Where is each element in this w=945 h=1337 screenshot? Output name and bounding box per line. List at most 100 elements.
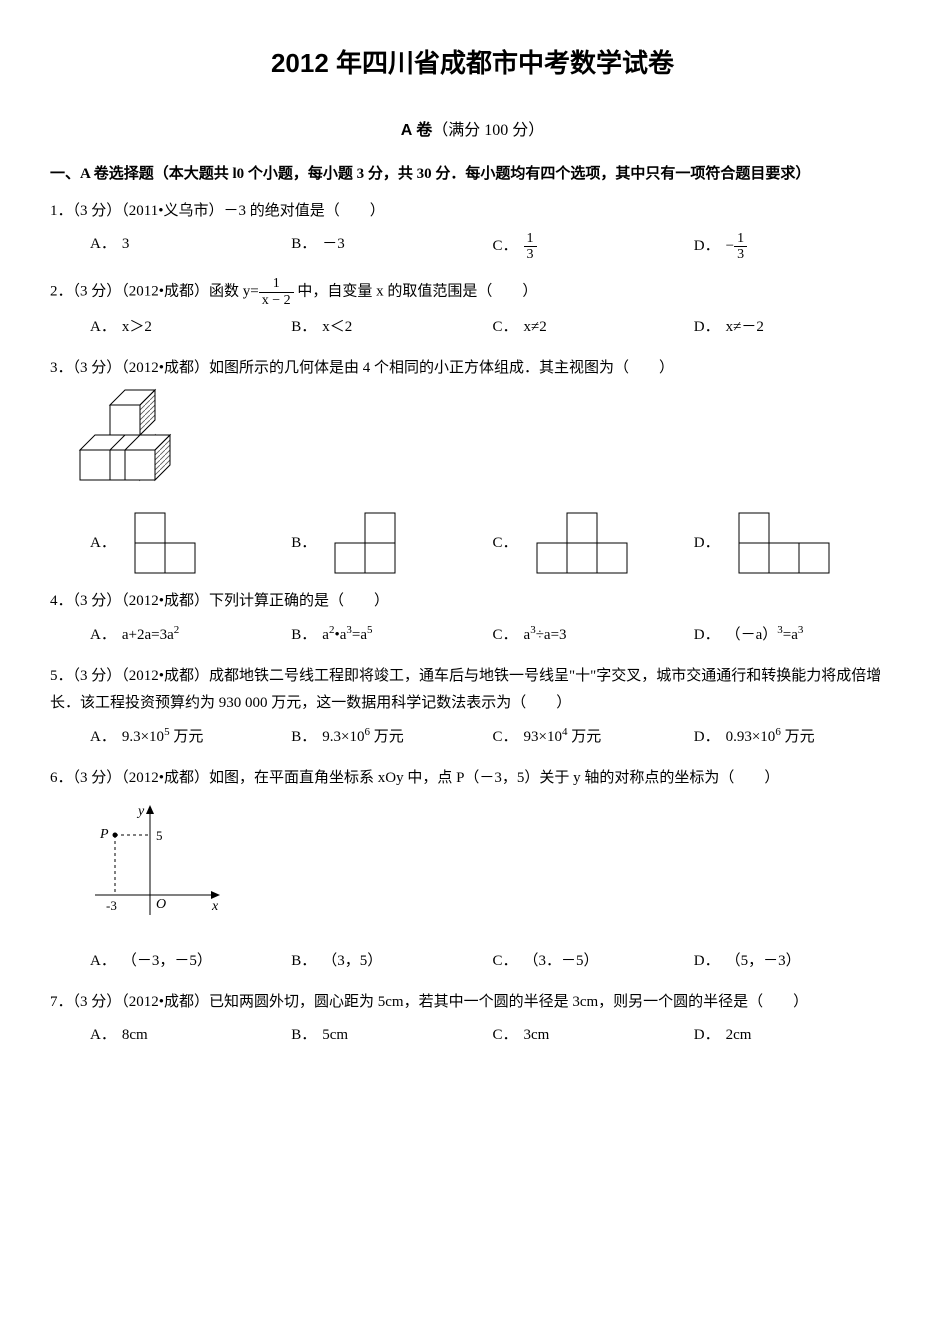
q6-D-text: （5，－3） [726, 948, 801, 975]
opt-label-C: C． [493, 622, 518, 649]
q3-cube-figure [80, 390, 895, 500]
q2-opt-C[interactable]: C． x≠2 [493, 314, 694, 341]
question-3-options: A． B． C． D． [90, 508, 895, 578]
q2-C-text: x≠2 [524, 314, 547, 341]
opt-label-C: C． [493, 724, 518, 751]
opt-label-B: B． [291, 1022, 316, 1049]
question-1-options: A．3 B．－3 C． 13 D． −13 [90, 231, 895, 263]
shape-C-icon [532, 508, 632, 578]
q2-A-text: x＞2 [122, 314, 152, 341]
q1-opt-B[interactable]: B．－3 [291, 231, 492, 258]
question-2: 2．（3 分）（2012•成都）函数 y=1x − 2 中，自变量 x 的取值范… [50, 276, 895, 308]
opt-label-A: A． [90, 314, 116, 341]
q6-opt-C[interactable]: C．（3．－5） [493, 948, 694, 975]
q2-opt-D[interactable]: D．x≠－2 [694, 314, 895, 341]
q3-opt-A[interactable]: A． [90, 508, 291, 578]
opt-label-B: B． [291, 724, 316, 751]
q6-opt-D[interactable]: D．（5，－3） [694, 948, 895, 975]
opt-label-C: C． [493, 948, 518, 975]
q5-opt-D[interactable]: D．0.93×106 万元 [694, 723, 895, 751]
question-4-options: A．a+2a=3a2 B．a2•a3=a5 C．a3÷a=3 D．（－a）3=a… [90, 621, 895, 649]
q5-C-text: 93×104 万元 [524, 723, 602, 751]
q4-B-text: a2•a3=a5 [322, 621, 372, 649]
question-3: 3．（3 分）（2012•成都）如图所示的几何体是由 4 个相同的小正方体组成．… [50, 355, 895, 382]
q2-formula: y= [243, 284, 259, 300]
coord-system-icon: P 5 -3 O x y [80, 800, 230, 930]
q3-opt-C[interactable]: C． [493, 508, 694, 578]
q4-A-text: a+2a=3a2 [122, 621, 179, 649]
q2-mid: 中，自变量 x 的取值范围是（ ） [297, 284, 537, 300]
page-title: 2012 年四川省成都市中考数学试卷 [50, 40, 895, 87]
label-5: 5 [156, 828, 163, 843]
label-O: O [156, 897, 166, 912]
opt-label-A: A． [90, 530, 116, 557]
q1-opt-C[interactable]: C． 13 [493, 231, 694, 263]
opt-label-B: B． [291, 314, 316, 341]
q3-opt-B[interactable]: B． [291, 508, 492, 578]
q6-opt-A[interactable]: A．（－3，－5） [90, 948, 291, 975]
q7-opt-D[interactable]: D．2cm [694, 1022, 895, 1049]
opt-label-B: B． [291, 622, 316, 649]
q4-C-text: a3÷a=3 [524, 621, 567, 649]
opt-label-A: A． [90, 1022, 116, 1049]
q1-opt-D[interactable]: D． −13 [694, 231, 895, 263]
q6-opt-B[interactable]: B．（3，5） [291, 948, 492, 975]
opt-label-A: A． [90, 622, 116, 649]
q7-opt-A[interactable]: A．8cm [90, 1022, 291, 1049]
opt-label-C: C． [493, 233, 518, 260]
opt-label-D: D． [694, 1022, 720, 1049]
section-1-header: 一、A 卷选择题（本大题共 l0 个小题，每小题 3 分，共 30 分．每小题均… [50, 161, 895, 188]
opt-label-A: A． [90, 231, 116, 258]
q5-A-text: 9.3×105 万元 [122, 723, 203, 751]
label-x: x [211, 899, 219, 914]
q1-A-text: 3 [122, 231, 130, 258]
q1-D-neg: − [726, 233, 734, 260]
q5-D-text: 0.93×106 万元 [726, 723, 815, 751]
cube-solid-icon [80, 390, 190, 490]
q5-opt-A[interactable]: A．9.3×105 万元 [90, 723, 291, 751]
opt-label-A: A． [90, 948, 116, 975]
opt-label-D: D． [694, 622, 720, 649]
opt-label-C: C． [493, 314, 518, 341]
opt-label-A: A． [90, 724, 116, 751]
q2-opt-B[interactable]: B．x＜2 [291, 314, 492, 341]
q2-frac: 1x − 2 [259, 276, 294, 308]
question-7-options: A．8cm B．5cm C．3cm D．2cm [90, 1022, 895, 1049]
opt-label-C: C． [493, 530, 518, 557]
q7-opt-B[interactable]: B．5cm [291, 1022, 492, 1049]
q1-B-text: －3 [322, 231, 345, 258]
q6-B-text: （3，5） [322, 948, 382, 975]
q1-opt-A[interactable]: A．3 [90, 231, 291, 258]
q7-A-text: 8cm [122, 1022, 148, 1049]
q1-C-frac: 13 [524, 231, 537, 263]
label-y: y [136, 804, 145, 819]
q5-opt-C[interactable]: C．93×104 万元 [493, 723, 694, 751]
opt-label-D: D． [694, 724, 720, 751]
q3-opt-D[interactable]: D． [694, 508, 895, 578]
q1-D-frac: 13 [734, 231, 747, 263]
q2-D-text: x≠－2 [726, 314, 764, 341]
opt-label-D: D． [694, 948, 720, 975]
q5-B-text: 9.3×106 万元 [322, 723, 403, 751]
question-4: 4．（3 分）（2012•成都）下列计算正确的是（ ） [50, 588, 895, 615]
opt-label-D: D． [694, 233, 720, 260]
question-7: 7．（3 分）（2012•成都）已知两圆外切，圆心距为 5cm，若其中一个圆的半… [50, 989, 895, 1016]
q5-opt-B[interactable]: B．9.3×106 万元 [291, 723, 492, 751]
question-5: 5．（3 分）（2012•成都）成都地铁二号线工程即将竣工，通车后与地铁一号线呈… [50, 663, 895, 717]
opt-label-B: B． [291, 530, 316, 557]
opt-label-B: B． [291, 948, 316, 975]
q2-opt-A[interactable]: A．x＞2 [90, 314, 291, 341]
q4-opt-C[interactable]: C．a3÷a=3 [493, 621, 694, 649]
q4-opt-B[interactable]: B．a2•a3=a5 [291, 621, 492, 649]
q7-B-text: 5cm [322, 1022, 348, 1049]
q4-opt-D[interactable]: D．（－a）3=a3 [694, 621, 895, 649]
q2-prefix: 2．（3 分）（2012•成都）函数 [50, 284, 239, 300]
opt-label-D: D． [694, 314, 720, 341]
opt-label-B: B． [291, 231, 316, 258]
question-5-options: A．9.3×105 万元 B．9.3×106 万元 C．93×104 万元 D．… [90, 723, 895, 751]
q4-D-text: （－a）3=a3 [726, 621, 804, 649]
opt-label-D: D． [694, 530, 720, 557]
q7-opt-C[interactable]: C．3cm [493, 1022, 694, 1049]
question-2-options: A．x＞2 B．x＜2 C． x≠2 D．x≠－2 [90, 314, 895, 341]
q4-opt-A[interactable]: A．a+2a=3a2 [90, 621, 291, 649]
